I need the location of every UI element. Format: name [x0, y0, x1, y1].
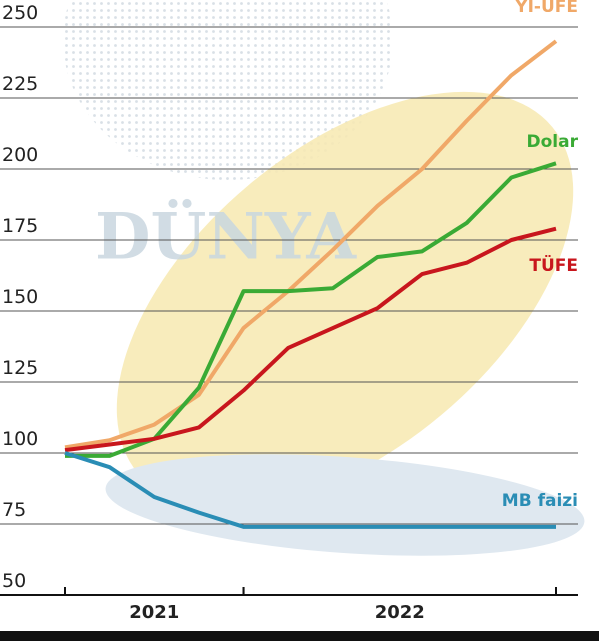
series-label: Dolar — [527, 132, 579, 152]
y-tick-label: 100 — [2, 428, 38, 450]
footer-bar — [0, 631, 599, 641]
series-label: Yİ-ÜFE — [514, 0, 578, 17]
x-group-label: 2022 — [375, 602, 425, 623]
series-label: TÜFE — [529, 254, 578, 276]
y-tick-label: 175 — [2, 215, 38, 237]
chart: DÜNYA 507510012515017520022525020212022Y… — [0, 0, 599, 641]
y-tick-label: 125 — [2, 357, 38, 379]
y-tick-label: 75 — [2, 499, 26, 521]
y-tick-label: 250 — [2, 2, 38, 24]
y-tick-label: 50 — [2, 570, 26, 592]
y-tick-label: 225 — [2, 73, 38, 95]
series-label: MB faizi — [502, 491, 578, 511]
x-group-label: 2021 — [129, 602, 179, 623]
y-tick-label: 200 — [2, 144, 38, 166]
y-tick-label: 150 — [2, 286, 38, 308]
